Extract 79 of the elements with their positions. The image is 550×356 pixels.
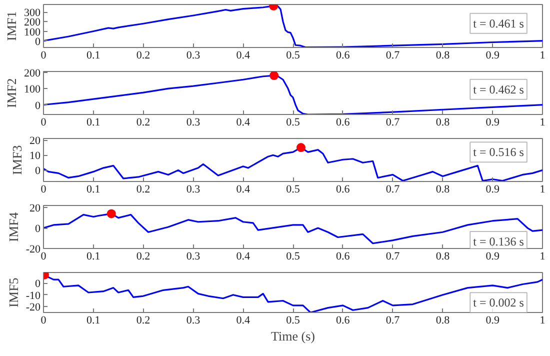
y-axis-title: IMF2: [4, 78, 19, 108]
x-tick-label: 0.1: [86, 116, 100, 128]
y-tick-label: 200: [24, 16, 41, 29]
y-tick-label: 0: [35, 165, 41, 178]
x-tick-label: 0.7: [386, 314, 400, 326]
x-tick-label: 1: [540, 50, 546, 62]
x-tick-label: 0.6: [336, 116, 350, 128]
x-tick-label: 0.3: [186, 116, 201, 128]
x-tick-label: 1: [540, 250, 546, 262]
x-tick-label: 0.6: [336, 50, 350, 62]
annotation: t = 0.461 s: [473, 16, 524, 30]
x-tick-label: 0.4: [236, 314, 250, 326]
line-series: [44, 5, 542, 48]
line-series: [44, 274, 542, 312]
x-tick-label: 0.9: [486, 50, 500, 62]
x-tick-label: 0.7: [386, 116, 400, 128]
x-tick-label: 0.2: [136, 116, 150, 128]
y-axis-title: IMF3: [10, 145, 24, 175]
x-tick-label: 0.5: [286, 50, 300, 62]
x-tick-label: 0.4: [236, 116, 250, 128]
x-tick-label: 0.8: [436, 184, 450, 196]
x-tick-label: 0.6: [336, 250, 350, 262]
y-tick-label: 20: [30, 135, 41, 148]
y-tick-label: 100: [24, 84, 41, 96]
y-tick-label: 300: [24, 7, 41, 20]
x-axis-title: Time (s): [271, 328, 315, 344]
y-tick-label: 0: [35, 223, 41, 236]
x-tick-label: 0.5: [286, 250, 300, 262]
x-tick-label: 0.4: [236, 50, 250, 62]
x-tick-label: 0.2: [136, 50, 150, 62]
y-tick-label: 0: [35, 278, 41, 290]
y-tick-label: 20: [30, 202, 41, 215]
x-tick-label: 0.5: [286, 184, 300, 196]
x-tick-label: 0.5: [286, 314, 300, 326]
y-tick-label: 0: [35, 36, 41, 48]
x-tick-label: 0.7: [386, 250, 400, 262]
y-axis-title: IMF4: [6, 212, 21, 242]
x-tick-label: 0.1: [86, 184, 100, 196]
x-tick-label: 0.5: [286, 116, 300, 128]
x-tick-label: 0.3: [186, 250, 201, 262]
x-tick-label: 0.8: [436, 116, 450, 128]
y-tick-label: 200: [24, 67, 41, 80]
x-tick-label: 0.4: [236, 250, 250, 262]
y-tick-label: -20: [26, 302, 41, 314]
x-tick-label: 0.6: [336, 314, 350, 326]
y-axis-title: IMF5: [6, 278, 21, 308]
x-tick-label: 0.3: [186, 50, 201, 62]
x-tick-label: 1: [540, 184, 546, 196]
x-tick-label: 0.8: [436, 50, 450, 62]
x-tick-label: 0.9: [486, 250, 500, 262]
x-tick-label: 0.9: [486, 184, 500, 196]
x-tick-label: 0.2: [136, 184, 150, 196]
x-tick-label: 0.7: [386, 50, 400, 62]
x-tick-label: 0.9: [486, 314, 500, 326]
x-tick-label: 0.9: [486, 116, 500, 128]
y-tick-label: 10: [30, 150, 41, 162]
y-tick-label: 0: [35, 100, 41, 112]
annotation: t = 0.136 s: [473, 234, 524, 249]
x-tick-label: 0.3: [186, 184, 201, 196]
x-tick-label: 1: [540, 314, 546, 326]
x-tick-label: 0.8: [436, 250, 450, 262]
annotation: t = 0.002 s: [473, 296, 524, 310]
x-tick-label: 0.8: [436, 314, 450, 326]
x-tick-label: 0.1: [86, 250, 100, 262]
annotation: t = 0.462 s: [473, 82, 524, 96]
x-tick-label: 0.1: [86, 50, 100, 62]
x-tick-label: 0.7: [386, 184, 400, 196]
x-tick-label: 0.1: [86, 314, 100, 326]
x-tick-label: 0.4: [236, 184, 250, 196]
y-axis-title: IMF1: [4, 11, 19, 41]
x-tick-label: 0.2: [136, 250, 150, 262]
annotation: t = 0.516 s: [473, 145, 524, 160]
x-tick-label: 0.6: [336, 184, 350, 196]
y-tick-label: 100: [24, 26, 41, 38]
y-tick-label: -10: [26, 290, 41, 302]
x-tick-label: 0.2: [136, 314, 150, 326]
x-tick-label: 1: [540, 116, 546, 128]
x-tick-label: 0.3: [186, 314, 201, 326]
y-tick-label: -20: [26, 244, 41, 256]
